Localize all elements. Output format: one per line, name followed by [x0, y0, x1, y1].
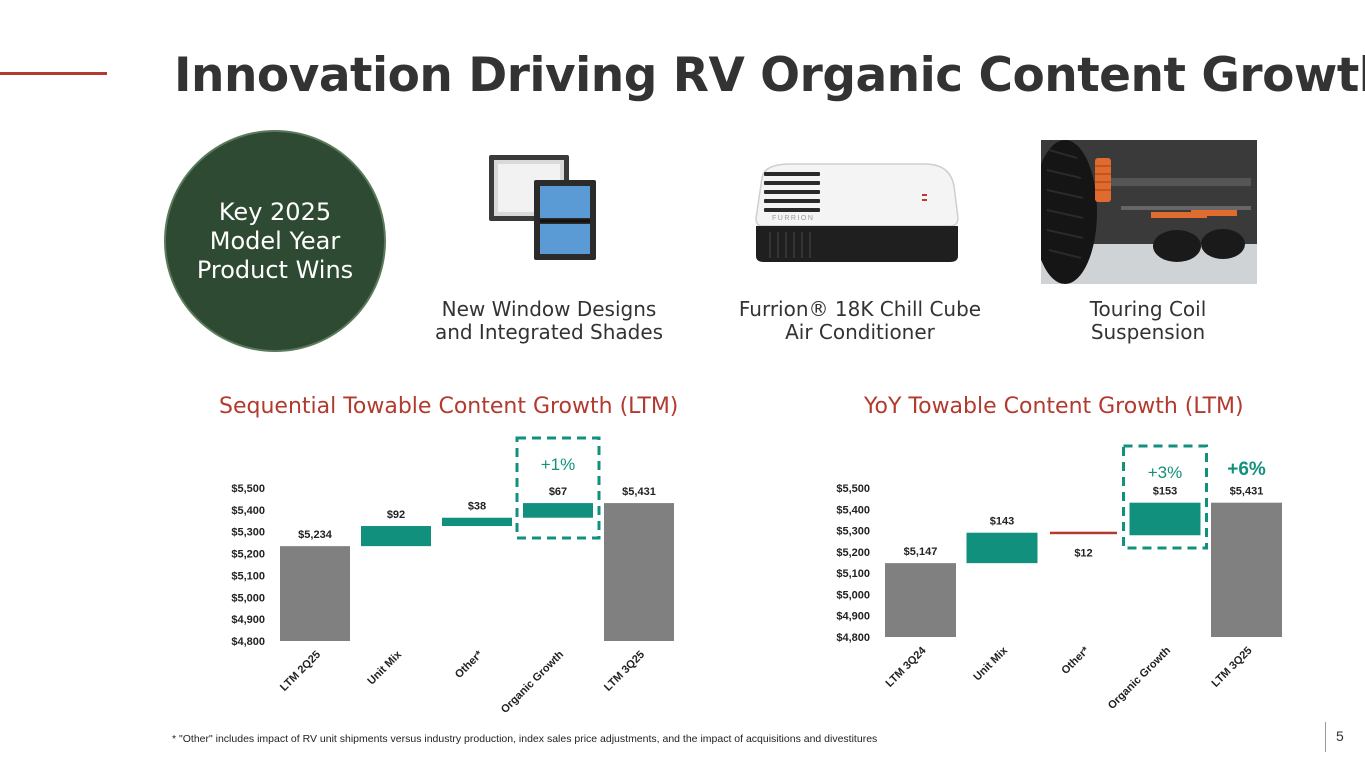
y-tick-label: $5,400 — [836, 504, 870, 516]
data-label: $143 — [990, 516, 1014, 528]
y-tick-label: $5,500 — [836, 483, 870, 495]
waterfall-bar — [966, 532, 1038, 564]
air-conditioner-icon: FURRION — [755, 163, 959, 262]
waterfall-bar — [1050, 531, 1117, 535]
x-tick-label: Organic Growth — [1106, 644, 1173, 711]
y-tick-label: $5,500 — [231, 483, 265, 495]
y-tick-label: $5,000 — [836, 589, 870, 601]
waterfall-bar — [885, 563, 956, 637]
chart-title-sequential: Sequential Towable Content Growth (LTM) — [219, 394, 679, 419]
badge-line: Model Year — [209, 226, 341, 255]
footnote: * "Other" includes impact of RV unit shi… — [172, 733, 878, 745]
waterfall-bar — [604, 503, 674, 641]
product-label-line: Suspension — [1090, 320, 1206, 344]
x-tick-label: Unit Mix — [365, 648, 404, 687]
data-label: $38 — [468, 501, 486, 513]
product-label-line: and Integrated Shades — [434, 320, 664, 344]
yoy-waterfall-chart: $5,500 $5,400 $5,300 $5,200 $5,100 $5,000 $4,9… — [836, 444, 1282, 712]
total-change-label: +6% — [1227, 459, 1266, 480]
sequential-waterfall-chart: $5,500 $5,400 $5,300 $5,200 $5,100 $5,000 $4,9… — [231, 436, 674, 716]
y-tick-label: $5,400 — [231, 505, 265, 517]
x-tick-label: LTM 3Q25 — [1210, 645, 1255, 690]
data-label: $153 — [1153, 486, 1177, 498]
product-label-line: New Window Designs — [441, 297, 657, 321]
data-label: $92 — [387, 509, 405, 521]
y-tick-label: $5,300 — [231, 527, 265, 539]
badge-line: Key 2025 — [218, 197, 332, 226]
x-tick-label: LTM 2Q25 — [278, 649, 323, 694]
x-tick-label: LTM 3Q24 — [884, 644, 930, 690]
x-tick-label: Organic Growth — [499, 648, 566, 715]
highlight-label: +3% — [1148, 463, 1183, 482]
product-label-windows: New Window Designs and Integrated Shades — [420, 298, 678, 344]
data-label: $5,431 — [622, 486, 656, 498]
data-label: $12 — [1074, 548, 1092, 560]
y-tick-label: $5,100 — [231, 570, 265, 582]
waterfall-bar — [1129, 502, 1201, 536]
y-tick-label: $4,900 — [836, 611, 870, 623]
key-wins-badge: Key 2025 Model Year Product Wins — [164, 130, 386, 352]
chart-title-yoy: YoY Towable Content Growth (LTM) — [864, 394, 1244, 419]
page-number: 5 — [1336, 728, 1344, 744]
y-tick-label: $5,000 — [231, 592, 265, 604]
waterfall-bar — [280, 546, 350, 641]
x-tick-label: Other* — [453, 648, 486, 681]
product-label-ac: Furrion® 18K Chill Cube Air Conditioner — [712, 298, 1008, 344]
y-tick-label: $4,800 — [836, 632, 870, 644]
badge-line: Product Wins — [196, 255, 354, 284]
waterfall-bar — [1211, 502, 1282, 637]
waterfall-bar — [442, 517, 512, 527]
x-tick-label: Unit Mix — [971, 644, 1010, 683]
x-tick-label: Other* — [1059, 644, 1092, 677]
product-label-suspension: Touring Coil Suspension — [1040, 298, 1256, 344]
data-label: $5,234 — [298, 529, 333, 541]
y-tick-label: $4,900 — [231, 614, 265, 626]
highlight-label: +1% — [541, 455, 576, 474]
data-label: $67 — [549, 486, 567, 498]
product-label-line: Touring Coil — [1089, 297, 1207, 321]
y-tick-label: $5,200 — [231, 549, 265, 561]
window-shade-icon — [489, 155, 596, 260]
product-label-line: Air Conditioner — [785, 320, 935, 344]
waterfall-bar — [361, 526, 431, 547]
data-label: $5,431 — [1230, 486, 1264, 498]
page-title: Innovation Driving RV Organic Content Gr… — [174, 48, 1365, 103]
y-tick-label: $5,200 — [836, 547, 870, 559]
suspension-icon — [1041, 140, 1257, 284]
title-accent-line — [0, 72, 107, 75]
product-label-line: Furrion® 18K Chill Cube — [738, 297, 982, 321]
x-tick-label: LTM 3Q25 — [602, 649, 647, 694]
waterfall-bar — [523, 503, 593, 518]
y-tick-label: $4,800 — [231, 636, 265, 648]
brand-label: FURRION — [772, 215, 814, 222]
y-tick-label: $5,300 — [836, 526, 870, 538]
data-label: $5,147 — [904, 546, 938, 558]
page-number-divider — [1325, 722, 1326, 752]
y-tick-label: $5,100 — [836, 568, 870, 580]
highlight-box — [1122, 444, 1208, 550]
